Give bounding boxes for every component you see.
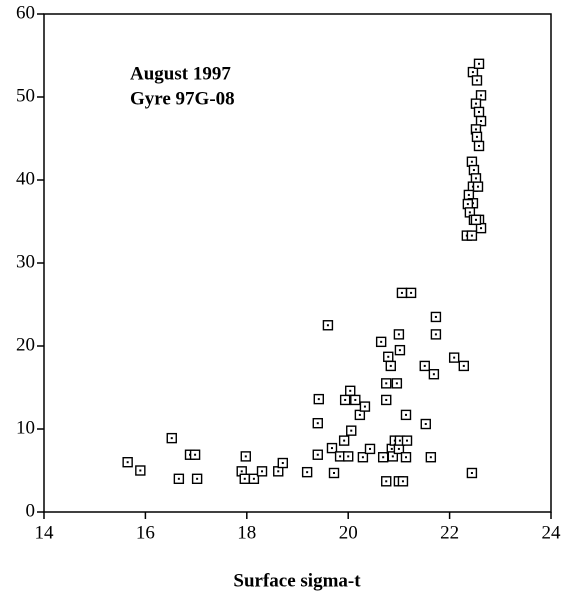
point [400, 452, 412, 463]
point [322, 320, 334, 331]
point [189, 449, 201, 460]
point [466, 467, 478, 479]
point [350, 394, 361, 406]
point [122, 457, 133, 468]
point [419, 360, 430, 372]
point [381, 476, 392, 487]
annotation: August 1997 [130, 63, 231, 84]
point [166, 432, 177, 444]
x-tick-label: 16 [136, 522, 155, 543]
point [135, 465, 146, 476]
point [339, 394, 351, 406]
point [473, 58, 485, 69]
y-tick-label: 0 [26, 500, 36, 521]
x-tick-label: 24 [542, 522, 562, 543]
point [470, 214, 482, 226]
point [393, 329, 405, 340]
point [420, 418, 431, 430]
point [256, 466, 268, 477]
point [472, 181, 484, 192]
point [383, 351, 394, 362]
y-tick-label: 10 [16, 417, 35, 438]
x-tick-label: 20 [339, 522, 358, 543]
point [343, 451, 354, 462]
point [430, 311, 442, 323]
point [375, 336, 387, 348]
point [328, 467, 340, 479]
point [471, 75, 483, 86]
point [448, 352, 460, 363]
point [466, 230, 478, 241]
point [312, 417, 323, 429]
point [326, 442, 338, 454]
point [313, 393, 324, 405]
y-tick-label: 20 [16, 334, 35, 355]
x-axis-label: Surface sigma-t [233, 570, 361, 591]
point [473, 140, 485, 152]
point [391, 378, 403, 389]
x-tick-label: 22 [440, 522, 459, 543]
point [425, 452, 437, 463]
point [346, 425, 357, 436]
point [301, 466, 313, 478]
point [473, 106, 485, 118]
y-tick-label: 50 [16, 85, 35, 106]
point [396, 287, 408, 299]
point [430, 329, 442, 340]
point [394, 344, 406, 356]
y-tick-label: 60 [16, 2, 35, 23]
y-tick-label: 40 [16, 168, 35, 189]
point [248, 473, 260, 484]
point [377, 452, 389, 463]
point [381, 378, 392, 389]
point [471, 131, 483, 143]
x-tick-label: 18 [237, 522, 256, 543]
point [397, 476, 409, 487]
point [239, 473, 250, 484]
point [312, 449, 323, 460]
annotation: Gyre 97G-08 [130, 88, 235, 109]
point [364, 443, 376, 455]
point [381, 394, 392, 406]
point [357, 452, 369, 463]
x-tick-label: 14 [35, 522, 55, 543]
point [428, 369, 440, 380]
point [401, 435, 413, 446]
point [385, 360, 396, 372]
plot-frame [43, 13, 552, 513]
point [387, 451, 399, 462]
point [277, 457, 288, 469]
point [191, 473, 203, 484]
point [338, 435, 350, 446]
point [400, 409, 412, 421]
point [173, 473, 185, 484]
point [359, 401, 371, 412]
point [405, 287, 417, 299]
point [458, 360, 469, 372]
y-tick-label: 30 [16, 251, 35, 272]
point [345, 385, 356, 397]
point [240, 451, 251, 462]
